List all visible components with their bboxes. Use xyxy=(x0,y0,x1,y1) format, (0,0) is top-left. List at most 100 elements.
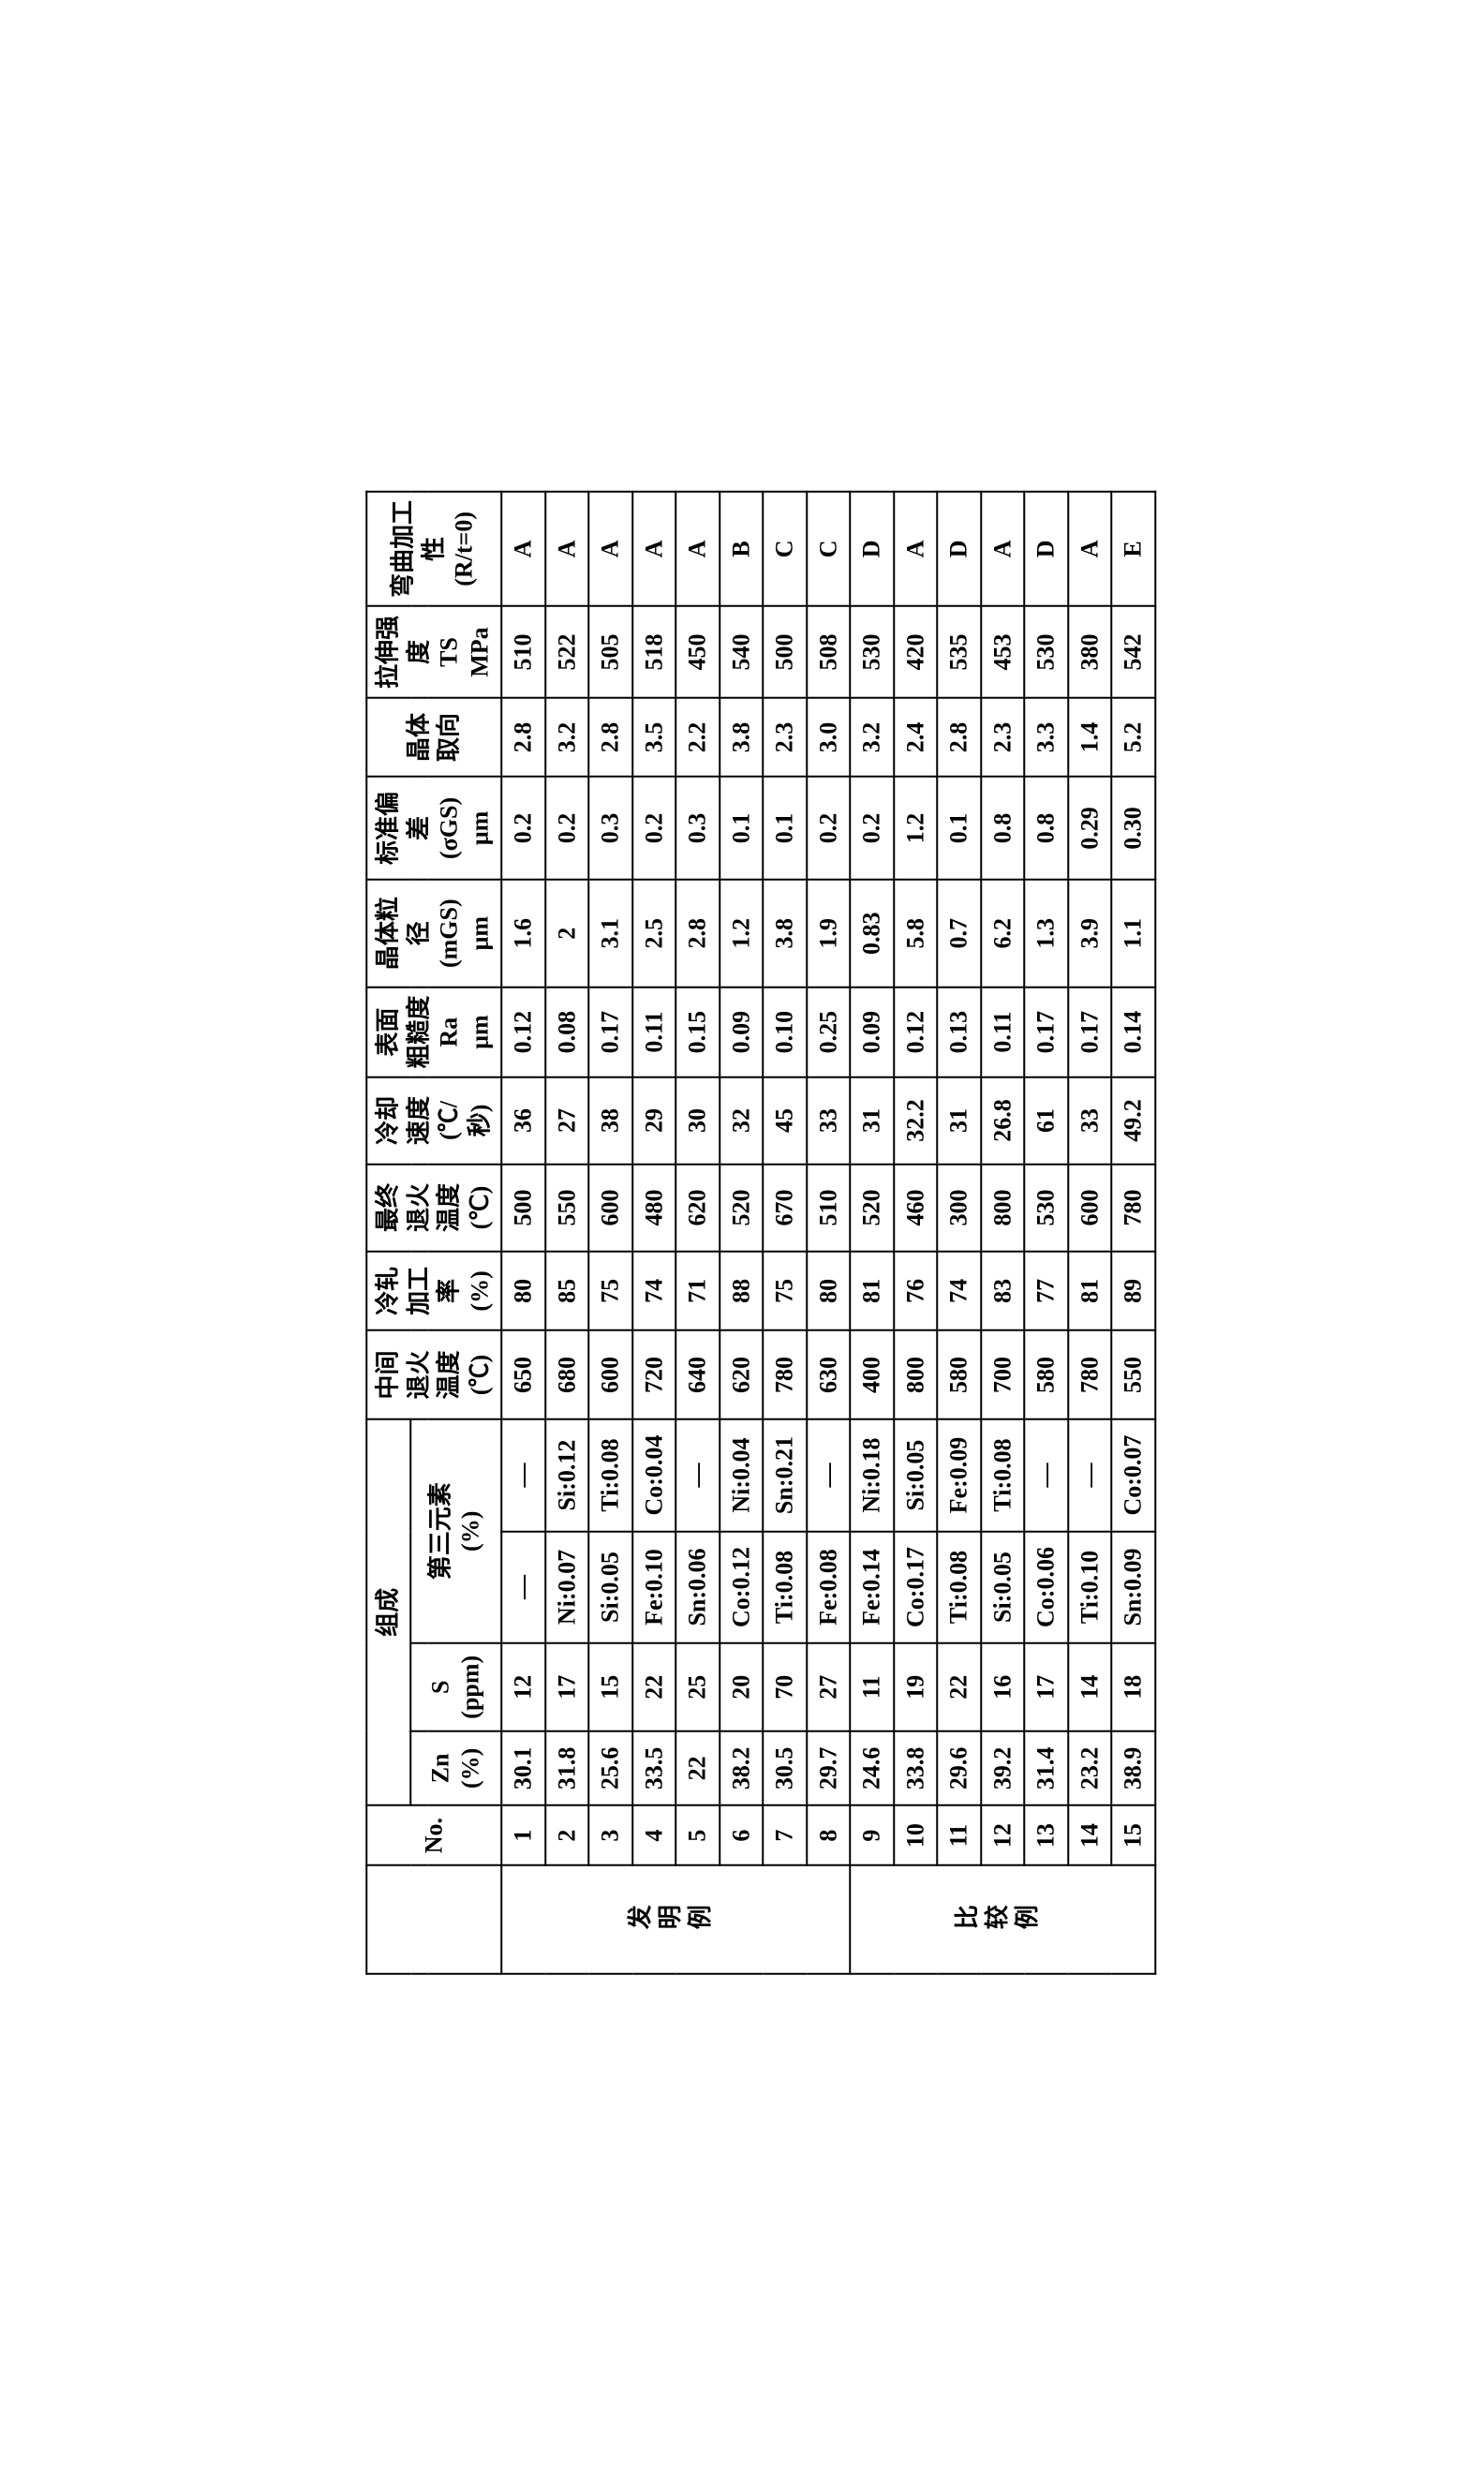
cell-mid-anneal: 550 xyxy=(1111,1330,1155,1419)
cell-third-b: Ni:0.18 xyxy=(850,1419,894,1531)
cell-stddev: 0.8 xyxy=(1024,777,1068,880)
cell-no: 12 xyxy=(981,1805,1025,1865)
cell-grain: 2.5 xyxy=(632,880,676,987)
cell-zn: 30.5 xyxy=(763,1731,807,1805)
cell-mid-anneal: 640 xyxy=(675,1330,720,1419)
cell-cold-roll: 76 xyxy=(894,1251,938,1330)
cell-no: 13 xyxy=(1024,1805,1068,1865)
col-zn: Zn(%) xyxy=(410,1731,502,1805)
cell-zn: 38.2 xyxy=(720,1731,764,1805)
cell-tensile: 380 xyxy=(1068,606,1112,698)
cell-tensile: 522 xyxy=(545,606,589,698)
cell-bend: A xyxy=(981,492,1025,606)
col-orientation: 晶体取向 xyxy=(366,698,501,777)
cell-cold-roll: 77 xyxy=(1024,1251,1068,1330)
cell-final-anneal: 480 xyxy=(632,1164,676,1251)
cell-cold-roll: 81 xyxy=(1068,1251,1112,1330)
col-stddev: 标准偏差(σGS)μm xyxy=(366,777,501,880)
cell-zn: 38.9 xyxy=(1111,1731,1155,1805)
cell-cold-roll: 80 xyxy=(501,1251,545,1330)
col-mid-anneal: 中间退火温度(℃) xyxy=(366,1330,501,1419)
col-group xyxy=(366,1865,501,1974)
cell-final-anneal: 500 xyxy=(501,1164,545,1251)
cell-stddev: 0.1 xyxy=(937,777,981,880)
cell-zn: 24.6 xyxy=(850,1731,894,1805)
col-third-element: 第三元素(%) xyxy=(410,1419,502,1643)
cell-no: 8 xyxy=(807,1805,851,1865)
cell-bend: A xyxy=(894,492,938,606)
cell-tensile: 530 xyxy=(1024,606,1068,698)
cell-cooling: 32.2 xyxy=(894,1077,938,1164)
cell-cold-roll: 75 xyxy=(763,1251,807,1330)
table-row: 1129.622Ti:0.08Fe:0.0958074300310.130.70… xyxy=(937,492,981,1974)
cell-s: 17 xyxy=(1024,1643,1068,1731)
cell-third-a: Ti:0.10 xyxy=(1068,1531,1112,1642)
col-final-anneal: 最终退火温度(℃) xyxy=(366,1164,501,1251)
cell-tensile: 535 xyxy=(937,606,981,698)
cell-s: 12 xyxy=(501,1643,545,1731)
cell-stddev: 0.2 xyxy=(545,777,589,880)
cell-third-b: Ti:0.08 xyxy=(981,1419,1025,1531)
cell-s: 70 xyxy=(763,1643,807,1731)
col-composition: 组成 xyxy=(366,1419,410,1805)
cell-roughness: 0.09 xyxy=(850,987,894,1077)
cell-grain: 3.1 xyxy=(588,880,632,987)
cell-mid-anneal: 400 xyxy=(850,1330,894,1419)
cell-tensile: 505 xyxy=(588,606,632,698)
cell-cold-roll: 81 xyxy=(850,1251,894,1330)
cell-mid-anneal: 630 xyxy=(807,1330,851,1419)
cell-tensile: 510 xyxy=(501,606,545,698)
cell-third-a: Sn:0.09 xyxy=(1111,1531,1155,1642)
cell-cold-roll: 85 xyxy=(545,1251,589,1330)
cell-bend: D xyxy=(937,492,981,606)
cell-bend: A xyxy=(632,492,676,606)
cell-mid-anneal: 580 xyxy=(937,1330,981,1419)
cell-stddev: 0.3 xyxy=(675,777,720,880)
cell-third-b: Ni:0.04 xyxy=(720,1419,764,1531)
data-table: No.组成中间退火温度(℃)冷轧加工率(%)最终退火温度(℃)冷却速度(℃/秒)… xyxy=(365,491,1156,1975)
cell-zn: 29.6 xyxy=(937,1731,981,1805)
cell-grain: 6.2 xyxy=(981,880,1025,987)
cell-roughness: 0.17 xyxy=(588,987,632,1077)
cell-final-anneal: 520 xyxy=(720,1164,764,1251)
cell-stddev: 0.8 xyxy=(981,777,1025,880)
cell-tensile: 542 xyxy=(1111,606,1155,698)
table-row: 1331.417Co:0.06—58077530610.171.30.83.35… xyxy=(1024,492,1068,1974)
cell-cooling: 33 xyxy=(807,1077,851,1164)
cell-stddev: 0.3 xyxy=(588,777,632,880)
cell-tensile: 540 xyxy=(720,606,764,698)
table-row: 829.727Fe:0.08—63080510330.251.90.23.050… xyxy=(807,492,851,1974)
cell-final-anneal: 780 xyxy=(1111,1164,1155,1251)
cell-zn: 33.5 xyxy=(632,1731,676,1805)
cell-no: 2 xyxy=(545,1805,589,1865)
cell-orientation: 2.8 xyxy=(588,698,632,777)
cell-stddev: 0.1 xyxy=(763,777,807,880)
cell-stddev: 0.2 xyxy=(850,777,894,880)
cell-no: 1 xyxy=(501,1805,545,1865)
cell-s: 16 xyxy=(981,1643,1025,1731)
cell-mid-anneal: 650 xyxy=(501,1330,545,1419)
cell-grain: 0.7 xyxy=(937,880,981,987)
cell-cold-roll: 80 xyxy=(807,1251,851,1330)
cell-grain: 3.8 xyxy=(763,880,807,987)
cell-final-anneal: 510 xyxy=(807,1164,851,1251)
cell-third-b: Fe:0.09 xyxy=(937,1419,981,1531)
cell-tensile: 518 xyxy=(632,606,676,698)
cell-final-anneal: 670 xyxy=(763,1164,807,1251)
table-row: 433.522Fe:0.10Co:0.0472074480290.112.50.… xyxy=(632,492,676,1974)
cell-third-b: Co:0.07 xyxy=(1111,1419,1155,1531)
cell-zn: 23.2 xyxy=(1068,1731,1112,1805)
cell-grain: 1.1 xyxy=(1111,880,1155,987)
cell-grain: 3.9 xyxy=(1068,880,1112,987)
cell-s: 18 xyxy=(1111,1643,1155,1731)
cell-zn: 30.1 xyxy=(501,1731,545,1805)
cell-orientation: 3.8 xyxy=(720,698,764,777)
cell-grain: 1.9 xyxy=(807,880,851,987)
cell-orientation: 2.8 xyxy=(501,698,545,777)
cell-grain: 5.8 xyxy=(894,880,938,987)
cell-third-b: — xyxy=(807,1419,851,1531)
cell-roughness: 0.08 xyxy=(545,987,589,1077)
cell-third-a: Co:0.17 xyxy=(894,1531,938,1642)
cell-roughness: 0.11 xyxy=(632,987,676,1077)
cell-final-anneal: 300 xyxy=(937,1164,981,1251)
